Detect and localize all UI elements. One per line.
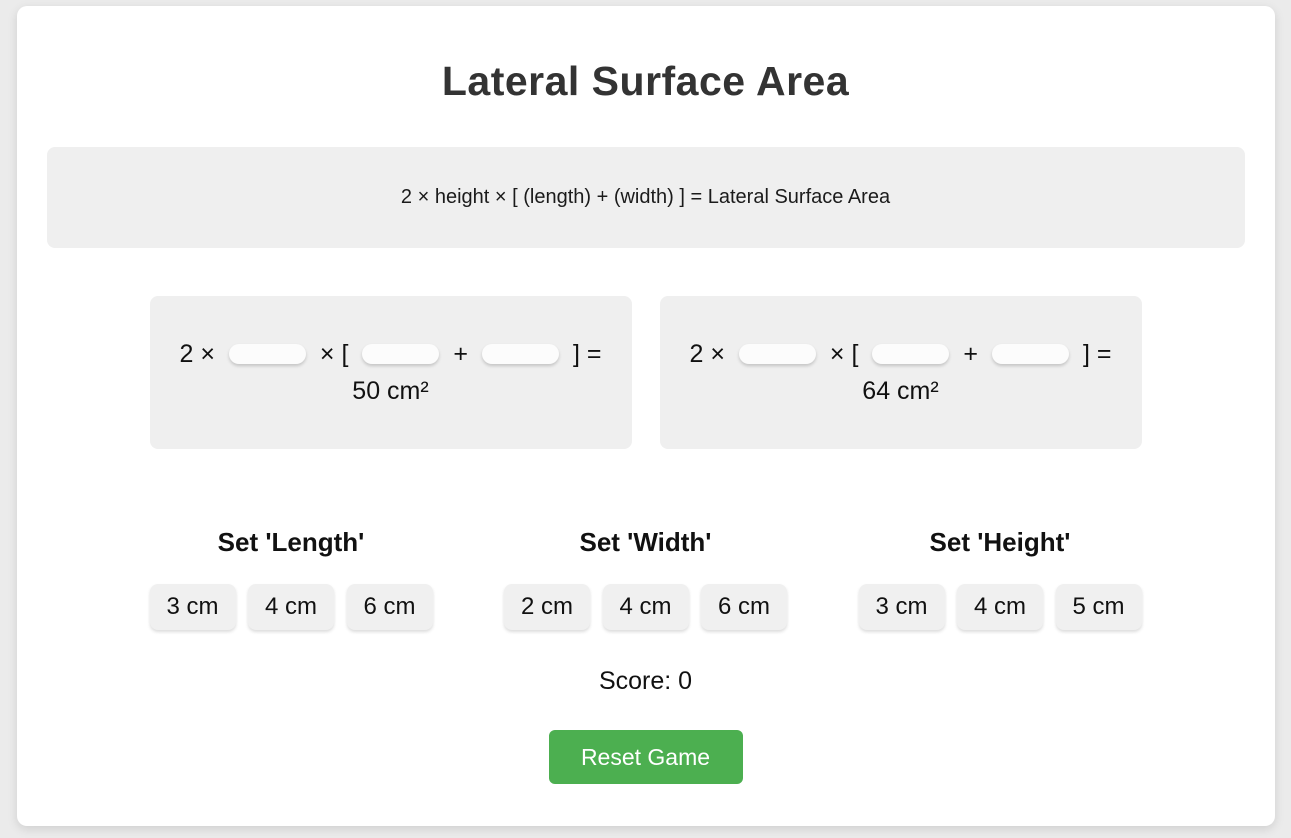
content-area: 2 × × [ + ] = 50 cm² 2 × — [149, 296, 1142, 784]
problem-card-1: 2 × × [ + ] = 50 cm² — [149, 296, 632, 449]
problems-row: 2 × × [ + ] = 50 cm² 2 × — [149, 296, 1142, 449]
length-drop-slot[interactable] — [362, 344, 440, 364]
width-drop-slot[interactable] — [482, 344, 560, 364]
set-group-length: Set 'Length' 3 cm 4 cm 6 cm — [149, 527, 433, 630]
height-drop-slot[interactable] — [228, 344, 306, 364]
set-group-height: Set 'Height' 3 cm 4 cm 5 cm — [858, 527, 1142, 630]
length-chips-row: 3 cm 4 cm 6 cm — [149, 584, 433, 630]
width-chip-6cm[interactable]: 6 cm — [701, 584, 787, 630]
set-width-title: Set 'Width' — [579, 527, 712, 557]
score-text: Score: 0 — [598, 667, 693, 695]
sets-row: Set 'Length' 3 cm 4 cm 6 cm Set 'Width' … — [149, 527, 1142, 630]
equation-2: 2 × × [ + ] = 64 cm² — [689, 337, 1111, 408]
equation-times-open-bracket: × [ — [829, 340, 859, 368]
length-chip-4cm[interactable]: 4 cm — [248, 584, 334, 630]
reset-game-button[interactable]: Reset Game — [548, 730, 743, 784]
equation-answer: 64 cm² — [862, 377, 939, 405]
height-chip-5cm[interactable]: 5 cm — [1055, 584, 1142, 630]
height-drop-slot[interactable] — [738, 344, 816, 364]
width-chip-2cm[interactable]: 2 cm — [504, 584, 590, 630]
set-group-width: Set 'Width' 2 cm 4 cm 6 cm — [504, 527, 787, 630]
equation-prefix: 2 × — [179, 340, 215, 368]
equation-line: 2 × × [ + ] = — [689, 337, 1111, 371]
width-chips-row: 2 cm 4 cm 6 cm — [504, 584, 787, 630]
equation-line: 2 × × [ + ] = — [179, 337, 601, 371]
height-chip-3cm[interactable]: 3 cm — [858, 584, 945, 630]
set-height-title: Set 'Height' — [929, 527, 1071, 557]
page-title: Lateral Surface Area — [441, 58, 850, 104]
equation-close-bracket-equals: ] = — [1083, 340, 1112, 368]
problem-card-2: 2 × × [ + ] = 64 cm² — [659, 296, 1142, 449]
app-card: Lateral Surface Area 2 × height × [ (len… — [16, 6, 1275, 826]
equation-times-open-bracket: × [ — [319, 340, 349, 368]
length-chip-6cm[interactable]: 6 cm — [346, 584, 433, 630]
equation-plus: + — [453, 340, 469, 368]
equation-plus: + — [963, 340, 979, 368]
width-chip-4cm[interactable]: 4 cm — [602, 584, 689, 630]
height-chips-row: 3 cm 4 cm 5 cm — [858, 584, 1142, 630]
equation-answer: 50 cm² — [352, 377, 429, 405]
height-chip-4cm[interactable]: 4 cm — [957, 584, 1043, 630]
set-length-title: Set 'Length' — [217, 527, 365, 557]
length-chip-3cm[interactable]: 3 cm — [149, 584, 236, 630]
formula-text: 2 × height × [ (length) + (width) ] = La… — [400, 186, 891, 208]
width-drop-slot[interactable] — [992, 344, 1070, 364]
length-drop-slot[interactable] — [872, 344, 950, 364]
equation-prefix: 2 × — [689, 340, 725, 368]
equation-close-bracket-equals: ] = — [573, 340, 602, 368]
equation-1: 2 × × [ + ] = 50 cm² — [179, 337, 601, 408]
formula-bar: 2 × height × [ (length) + (width) ] = La… — [46, 147, 1245, 248]
